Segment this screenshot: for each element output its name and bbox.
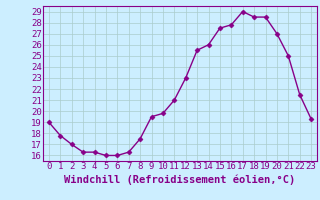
X-axis label: Windchill (Refroidissement éolien,°C): Windchill (Refroidissement éolien,°C)	[64, 174, 296, 185]
